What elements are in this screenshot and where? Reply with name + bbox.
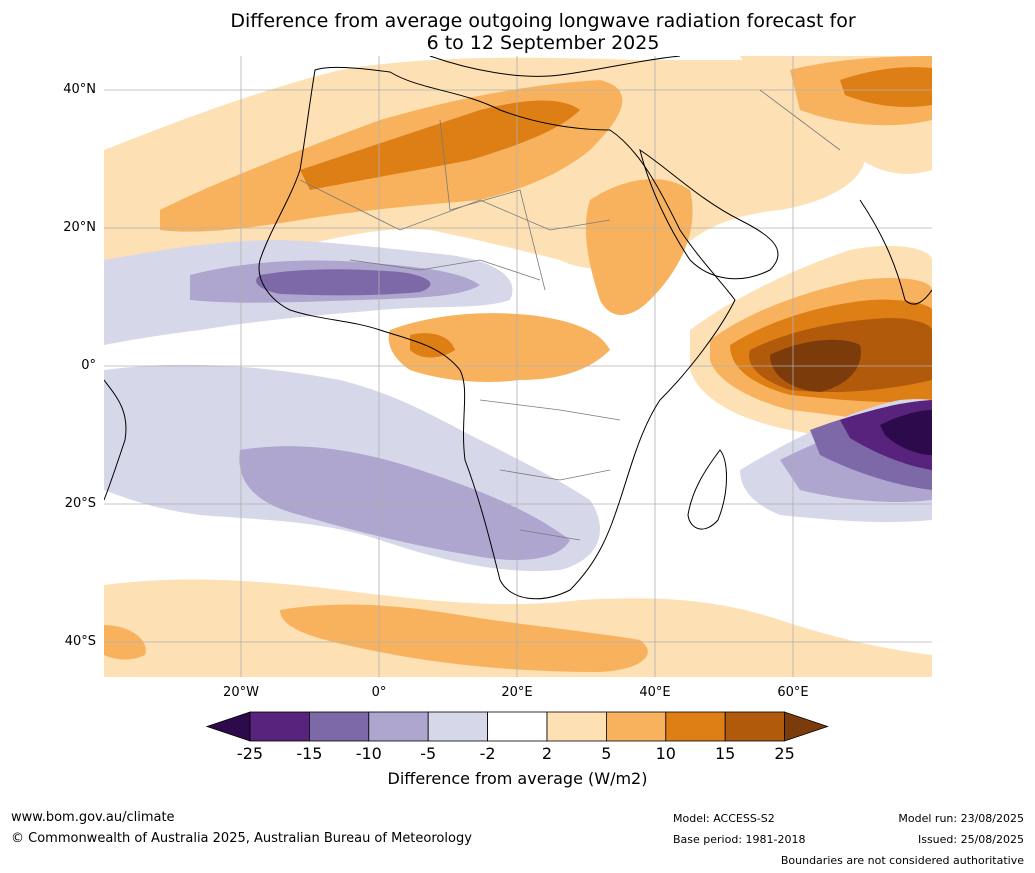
anomaly-field-pos-10-15-northeast	[840, 67, 932, 107]
anomaly-field-pos-5-10-central	[388, 313, 610, 382]
lat-label-40n: 40°N	[63, 82, 96, 97]
lon-label-20w: 20°W	[223, 685, 259, 700]
colorbar-swatch-neg5_2	[427, 711, 488, 742]
map-title: Difference from average outgoing longwav…	[0, 10, 1035, 54]
colorbar-tick-label: -10	[355, 744, 382, 763]
lon-label-40e: 40°E	[639, 685, 671, 700]
europe-coastline	[429, 56, 681, 77]
colorbar-swatch-neg15_10	[309, 711, 370, 742]
africa-coastline	[258, 66, 736, 600]
colorbar-title: Difference from average (W/m2)	[387, 769, 648, 788]
arabia-coastline	[639, 148, 779, 280]
lat-label-40s: 40°S	[64, 634, 96, 649]
footer-model: Model: ACCESS-S2	[673, 812, 775, 825]
colorbar	[205, 711, 829, 742]
colorbar-tick-label: -5	[420, 744, 437, 763]
lon-label-0: 0°	[371, 685, 387, 700]
footer-issued: Issued: 25/08/2025	[917, 833, 1024, 846]
colorbar-extend-above	[784, 711, 829, 742]
colorbar-extend-below	[205, 711, 251, 742]
footer-model-run: Model run: 23/08/2025	[898, 812, 1024, 825]
colorbar-tick-label: 15	[715, 744, 736, 763]
anomaly-field-pos-10-15-central	[410, 333, 455, 358]
colorbar-swatch-pos15_25	[724, 711, 786, 742]
colorbar-swatch-neutral	[487, 711, 548, 742]
anomaly-field-below-25-southeast	[880, 410, 932, 455]
colorbar-swatch-neg10_5	[368, 711, 429, 742]
title-line-1: Difference from average outgoing longwav…	[230, 10, 856, 32]
colorbar-swatch-pos2_5	[546, 711, 607, 742]
lat-label-equator: 0°	[81, 358, 96, 373]
footer-disclaimer: Boundaries are not considered authoritat…	[780, 854, 1024, 867]
lat-label-20s: 20°S	[64, 496, 96, 511]
map-graticule	[104, 56, 932, 677]
colorbar-swatch-pos5_10	[605, 711, 667, 742]
colorbar-tick-label: -25	[236, 744, 264, 763]
coastlines	[104, 56, 932, 600]
colorbar-tick-label: -15	[296, 744, 323, 763]
title-line-2: 6 to 12 September 2025	[426, 32, 660, 54]
india-coastline	[859, 199, 932, 305]
south-america-coastline	[104, 379, 127, 501]
footer-base-period: Base period: 1981-2018	[673, 833, 806, 846]
anomaly-field-neg-15-10-sahel	[256, 269, 431, 296]
footer-copyright: © Commonwealth of Australia 2025, Austra…	[11, 831, 472, 846]
lon-label-20e: 20°E	[501, 685, 533, 700]
footer-site-link[interactable]: www.bom.gov.au/climate	[11, 810, 175, 825]
colorbar-swatch-pos10_15	[665, 711, 726, 742]
colorbar-swatch-neg25_15	[249, 711, 310, 742]
colorbar-tick-label: 5	[601, 744, 612, 763]
lat-label-20n: 20°N	[63, 220, 96, 235]
lon-label-60e: 60°E	[777, 685, 809, 700]
colorbar-tick-label: 25	[774, 744, 795, 763]
country-borders	[299, 89, 841, 541]
colorbar-tick-label: 2	[541, 744, 553, 763]
colorbar-tick-label: -2	[479, 744, 496, 763]
anomaly-field-pos-10-15-north	[300, 100, 580, 190]
map-plot-area	[104, 56, 932, 677]
madagascar-coastline	[687, 449, 727, 530]
anomaly-field-pos-5-10-nile	[585, 179, 693, 315]
colorbar-tick-label: 10	[655, 744, 676, 763]
anomaly-field-pos-5-10-southern	[280, 604, 648, 672]
